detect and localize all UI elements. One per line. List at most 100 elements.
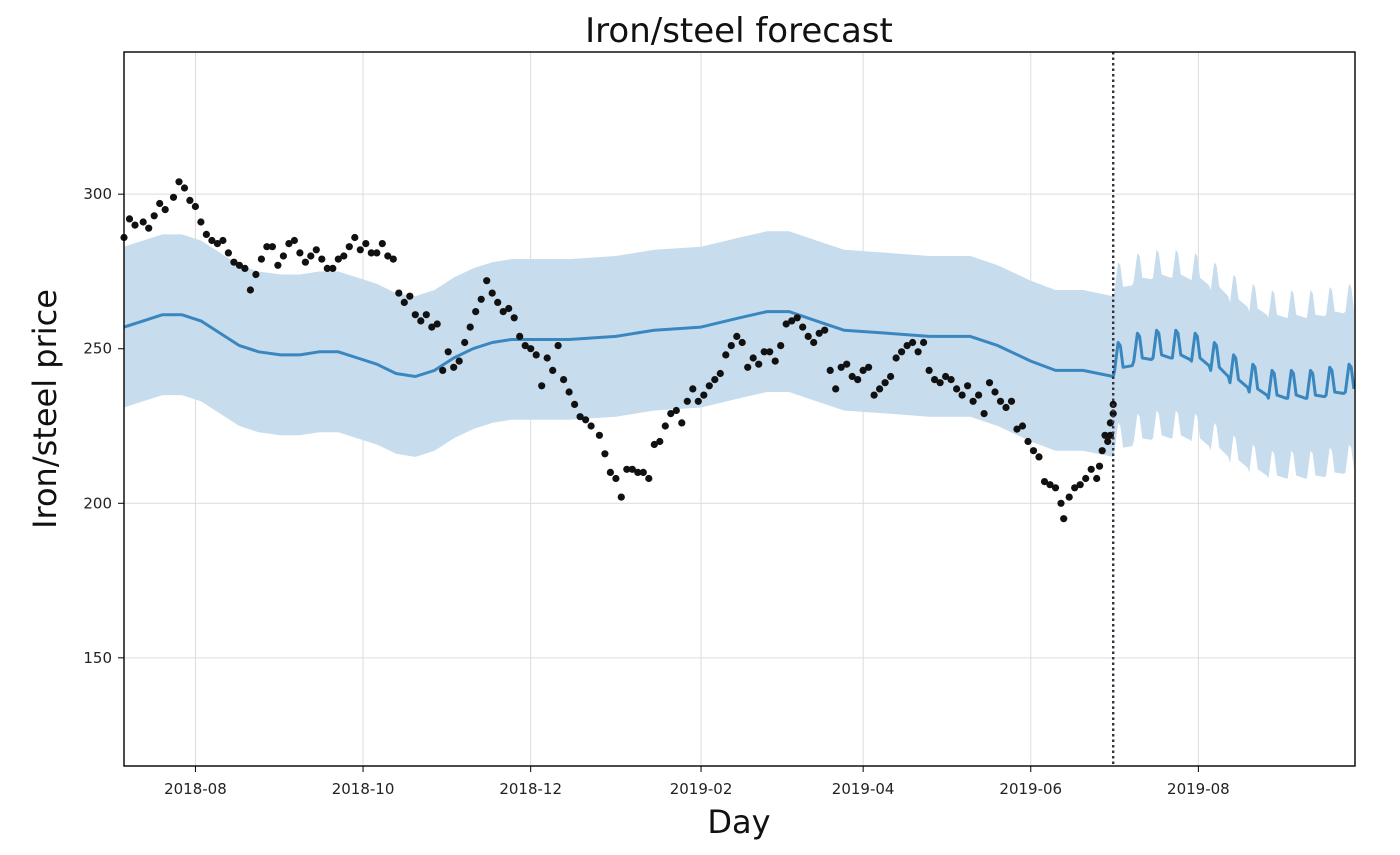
observed-point xyxy=(749,354,757,362)
observed-point xyxy=(1104,437,1112,446)
x-axis-label: Day xyxy=(707,803,770,841)
observed-point xyxy=(334,255,342,263)
observed-point xyxy=(549,366,557,374)
observed-point xyxy=(760,348,768,356)
observed-point xyxy=(711,376,719,384)
observed-point xyxy=(208,236,216,245)
observed-point xyxy=(455,357,463,365)
observed-point xyxy=(744,363,752,371)
observed-point xyxy=(150,212,158,220)
observed-point xyxy=(213,240,221,248)
observed-point xyxy=(1040,478,1049,486)
observed-point xyxy=(656,437,664,446)
observed-point xyxy=(516,332,524,340)
observed-point xyxy=(1035,453,1043,461)
observed-point xyxy=(521,342,529,350)
observed-point xyxy=(766,348,774,356)
observed-point xyxy=(694,397,702,405)
plot-frame xyxy=(123,51,1356,767)
observed-point xyxy=(1029,447,1038,455)
observed-point xyxy=(532,351,540,359)
observed-point xyxy=(628,465,636,473)
observed-point xyxy=(727,342,735,350)
x-tick-label: 2018-12 xyxy=(499,780,562,798)
observed-point xyxy=(1002,403,1010,412)
observed-point xyxy=(571,400,579,408)
observed-point xyxy=(612,474,620,483)
observed-point xyxy=(667,410,675,418)
observed-point xyxy=(224,249,232,257)
observed-point xyxy=(601,450,609,458)
observed-point xyxy=(582,416,590,424)
observed-point xyxy=(887,372,895,381)
observed-point xyxy=(1109,410,1117,418)
observed-point xyxy=(345,243,353,251)
observed-point xyxy=(777,342,785,350)
observed-point xyxy=(274,261,282,269)
observed-point xyxy=(678,419,686,427)
observed-point xyxy=(439,366,447,374)
observed-point xyxy=(587,422,595,430)
observed-point xyxy=(318,255,326,263)
observed-point xyxy=(771,357,779,365)
observed-point xyxy=(202,230,210,238)
observed-point xyxy=(510,314,518,322)
observed-point xyxy=(920,338,928,347)
observed-point xyxy=(617,493,625,501)
observed-points xyxy=(120,178,1117,523)
observed-point xyxy=(1024,437,1032,446)
observed-point xyxy=(683,397,691,405)
observed-point xyxy=(975,391,983,399)
observed-point xyxy=(356,246,364,254)
observed-point xyxy=(980,410,988,418)
observed-point xyxy=(560,376,568,384)
observed-point xyxy=(722,351,730,359)
observed-point xyxy=(417,317,425,325)
observed-point xyxy=(477,295,485,303)
observed-point xyxy=(268,243,276,251)
observed-point xyxy=(964,382,972,390)
observed-point xyxy=(296,249,304,257)
observed-point xyxy=(821,326,829,334)
observed-point xyxy=(595,431,604,439)
observed-point xyxy=(246,286,254,294)
observed-point xyxy=(444,348,452,356)
observed-point xyxy=(969,397,977,405)
observed-point xyxy=(804,332,812,340)
observed-point xyxy=(1087,465,1095,473)
observed-point xyxy=(826,366,834,374)
observed-point xyxy=(499,308,507,316)
observed-point xyxy=(865,363,873,371)
observed-point xyxy=(1095,462,1104,470)
x-axis-ticks: 2018-08 2018-10 2018-12 2019-02 2019-04 2019-… xyxy=(164,766,1230,798)
observed-point xyxy=(527,345,535,353)
observed-point xyxy=(301,258,309,266)
observed-point xyxy=(373,249,381,257)
y-tick-label: 200 xyxy=(83,494,112,512)
observed-point xyxy=(428,323,436,331)
y-axis-label: Iron/steel price xyxy=(26,289,64,529)
observed-point xyxy=(156,199,164,208)
observed-point xyxy=(175,178,183,186)
x-tick-label: 2019-02 xyxy=(670,780,733,798)
observed-point xyxy=(543,354,551,362)
observed-point xyxy=(705,382,713,390)
observed-point xyxy=(909,338,917,347)
observed-point xyxy=(161,206,169,214)
observed-point xyxy=(925,366,933,374)
observed-point xyxy=(837,363,845,371)
observed-point xyxy=(991,388,999,396)
chart-title: Iron/steel forecast xyxy=(585,11,893,51)
observed-point xyxy=(329,264,337,272)
observed-point xyxy=(362,240,370,248)
observed-point xyxy=(1051,484,1060,492)
observed-point xyxy=(755,360,763,368)
observed-point xyxy=(323,264,331,272)
observed-point xyxy=(914,348,922,356)
observed-point xyxy=(433,320,441,328)
observed-point xyxy=(843,360,851,368)
observed-point xyxy=(936,379,944,387)
observed-point xyxy=(554,342,562,350)
observed-point xyxy=(565,388,573,396)
